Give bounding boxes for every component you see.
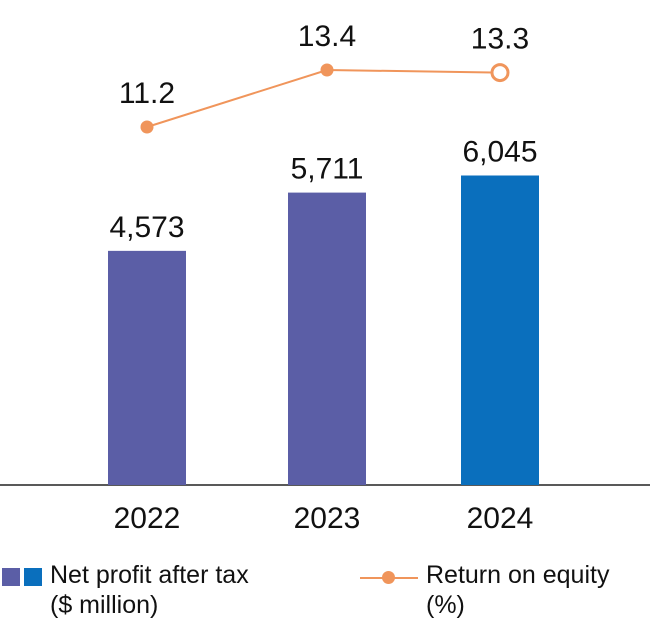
roe-point-2022 (140, 120, 154, 134)
roe-value-label-2022: 11.2 (119, 77, 175, 110)
bar-value-label-2023: 5,711 (291, 153, 364, 186)
roe-line (146, 68, 501, 128)
bar-2024 (461, 175, 539, 485)
x-tick-label-2022: 2022 (114, 502, 181, 535)
roe-value-label-2024: 13.3 (471, 23, 529, 56)
roe-point-2024 (490, 63, 510, 83)
legend-swatch-blue (24, 568, 42, 586)
bar-value-label-2022: 4,573 (109, 211, 184, 244)
x-tick-label-2023: 2023 (294, 502, 361, 535)
legend-label-net-profit: Net profit after tax ($ million) (50, 560, 249, 620)
legend-label-roe-line2: (%) (426, 591, 465, 619)
legend-label-roe-line1: Return on equity (426, 561, 610, 589)
legend-label-roe: Return on equity (%) (426, 560, 609, 620)
roe-value-label-2023: 13.4 (298, 20, 356, 53)
bar-2023 (288, 192, 366, 485)
legend-label-net-profit-line1: Net profit after tax (50, 561, 249, 589)
roe-point-2023 (320, 63, 334, 77)
bar-value-label-2024: 6,045 (462, 135, 537, 168)
bar-2022 (108, 250, 186, 485)
legend-line-marker (382, 571, 395, 584)
chart: 4,573 2022 5,711 2023 6,045 2024 11.2 13.4 13.3 (0, 20, 650, 535)
legend-swatch-purple (2, 568, 20, 586)
legend-label-net-profit-line2: ($ million) (50, 591, 159, 619)
x-tick-label-2024: 2024 (467, 502, 534, 535)
